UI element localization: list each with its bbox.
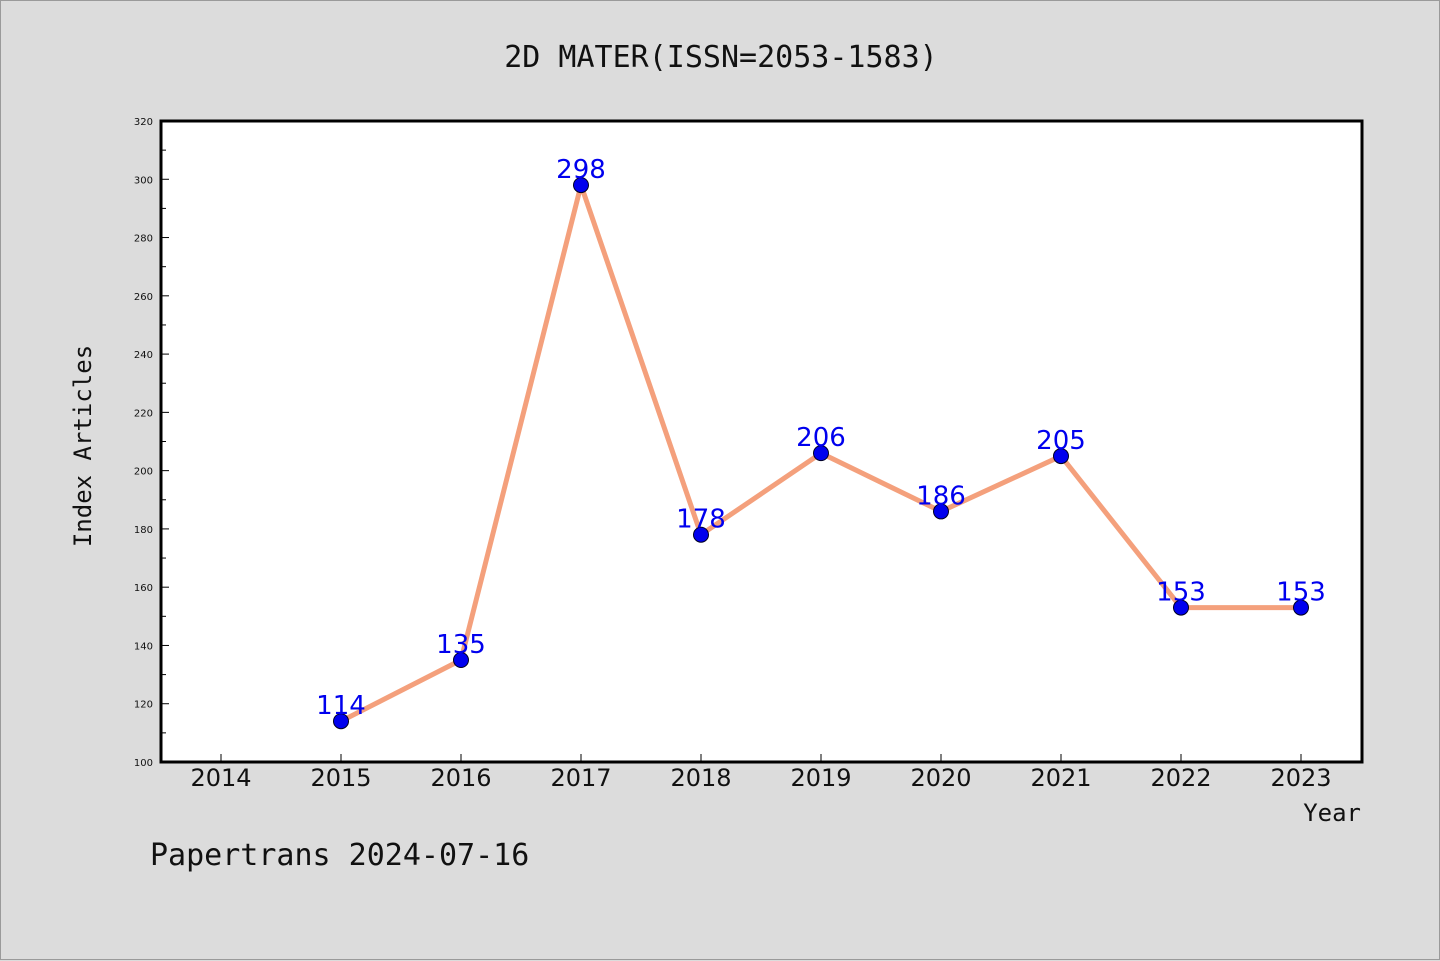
data-point [1293, 599, 1309, 616]
data-label: 206 [796, 423, 846, 453]
x-tick-label: 2015 [310, 764, 371, 792]
x-tick-label: 2019 [790, 764, 851, 792]
data-label: 205 [1036, 426, 1086, 456]
data-point [1173, 599, 1189, 616]
footer-watermark-text: Papertrans 2024-07-16 [150, 838, 529, 873]
data-point [573, 177, 589, 194]
data-label: 135 [436, 630, 486, 660]
x-tick-label: 2017 [550, 764, 611, 792]
data-point [333, 713, 349, 730]
chart-title: 2D MATER(ISSN=2053-1583) [504, 40, 937, 75]
data-label: 186 [916, 481, 966, 511]
x-tick-label: 2022 [1150, 764, 1211, 792]
y-tick-label: 260 [134, 292, 153, 303]
y-tick-label: 120 [134, 700, 153, 711]
series-layer [333, 177, 1309, 730]
y-tick-label: 240 [134, 350, 153, 361]
data-point [453, 652, 469, 669]
y-tick-label: 140 [134, 641, 153, 652]
x-tick-label: 2023 [1270, 764, 1331, 792]
data-point [1053, 448, 1069, 465]
y-tick-label: 320 [134, 117, 153, 128]
y-tick-label: 100 [134, 758, 153, 769]
data-label: 153 [1276, 578, 1326, 608]
data-label: 114 [316, 691, 366, 721]
plot-area [159, 119, 1364, 764]
y-axis-title: Index Articles [69, 345, 97, 547]
y-tick-label: 180 [134, 525, 153, 536]
x-tick-label: 2014 [190, 764, 251, 792]
y-tick-label: 280 [134, 234, 153, 245]
y-tick-label: 200 [134, 467, 153, 478]
data-point [813, 445, 829, 462]
x-tick-label: 2016 [430, 764, 491, 792]
x-tick-label: 2021 [1030, 764, 1091, 792]
y-tick-label: 160 [134, 583, 153, 594]
data-labels-layer: 114 135 298 178 206 186 205 153 153 [316, 155, 1326, 721]
data-label: 178 [676, 505, 726, 535]
y-tick-label: 300 [134, 175, 153, 186]
y-tick-label: 220 [134, 408, 153, 419]
data-point [933, 503, 949, 520]
data-label: 153 [1156, 578, 1206, 608]
x-axis-title: Year [1303, 799, 1361, 827]
data-label: 298 [556, 155, 606, 185]
x-axis: 2014 2015 2016 2017 2018 2019 2020 2021 2022 2023 [190, 754, 1332, 792]
x-tick-label: 2018 [670, 764, 731, 792]
x-tick-label: 2020 [910, 764, 971, 792]
y-axis: 100 120 140 160 180 200 220 240 260 280 300 320 [134, 117, 169, 769]
data-point [693, 526, 709, 543]
